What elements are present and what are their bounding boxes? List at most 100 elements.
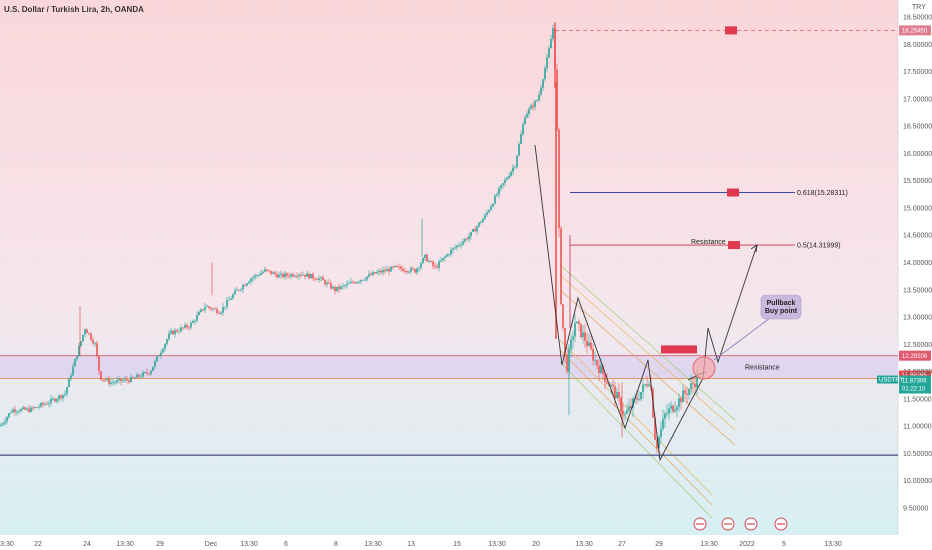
candle-body	[232, 294, 234, 299]
candle-body	[648, 384, 650, 386]
candle-body	[156, 356, 158, 361]
candle-body	[88, 333, 90, 334]
candle-body	[654, 417, 656, 440]
candle-body	[166, 339, 168, 344]
candle-body	[260, 273, 262, 276]
zone-fill	[0, 355, 898, 379]
candle-body	[22, 407, 24, 409]
candle-body	[390, 266, 392, 272]
candle-body	[186, 325, 188, 328]
candle-body	[398, 266, 400, 268]
countdown-text: 01:22:10	[902, 387, 926, 393]
candle-body	[458, 245, 460, 247]
candle-body	[518, 143, 520, 156]
candle-body	[6, 417, 8, 422]
candle-body	[532, 105, 534, 108]
time-tick-label: 13	[407, 541, 415, 548]
candle-body	[128, 380, 130, 383]
channel-line	[559, 289, 736, 446]
time-axis-labels: 13:30 22 24 13:30 29 Dec 13:30 6 8 13:30 13 15 13:30…	[0, 541, 842, 548]
candle-body	[658, 436, 660, 449]
candle-body	[16, 411, 18, 413]
candle-body	[428, 261, 430, 262]
candle-body	[384, 269, 386, 272]
candle-body	[60, 395, 62, 399]
candle-body	[630, 406, 632, 408]
candle-body	[582, 332, 584, 338]
candle-body	[38, 406, 40, 408]
candle-body	[344, 285, 346, 287]
candle-body	[262, 271, 264, 274]
candle-body	[326, 282, 328, 285]
candle-body	[586, 340, 588, 347]
price-tick-label: 11.00000	[903, 424, 932, 431]
current-price-text: 11.87306	[902, 379, 927, 385]
candle-body	[332, 286, 334, 289]
candle-body	[524, 117, 526, 125]
candle-body	[396, 265, 398, 267]
candle-body	[82, 334, 84, 342]
candle-body	[162, 349, 164, 353]
trend-channels	[559, 264, 736, 519]
candle-body	[484, 214, 486, 219]
candle-body	[154, 360, 156, 367]
candle-body	[40, 403, 42, 407]
zone-marker-box	[661, 345, 697, 354]
level-high-tag-text: 18.25450	[902, 29, 928, 35]
candle-body	[594, 360, 596, 361]
candle-body	[394, 265, 396, 268]
candle-body	[440, 260, 442, 262]
price-tick-label: 18.00000	[903, 42, 932, 49]
candle-body	[374, 272, 376, 274]
candle-body	[488, 210, 490, 213]
candle-body	[678, 398, 680, 407]
candle-body	[218, 312, 220, 314]
fib-50-label: 0.5(14.31999)	[797, 243, 841, 250]
candle-body	[578, 321, 580, 324]
candle-body	[322, 277, 324, 281]
time-tick-label: 13:30	[575, 541, 593, 548]
time-tick-label: 29	[655, 541, 663, 548]
candle-body	[508, 176, 510, 179]
projection-path	[534, 144, 758, 462]
candle-body	[206, 306, 208, 308]
candle-body	[200, 309, 202, 312]
channel-line	[559, 274, 736, 431]
candle-body	[10, 412, 12, 414]
candle-body	[256, 275, 258, 277]
time-tick-label: Dec	[205, 541, 218, 548]
candle-body	[668, 408, 670, 414]
time-tick-label: 13:30	[824, 541, 842, 548]
channel-line	[559, 339, 713, 496]
candle-body	[542, 79, 544, 88]
candle-body	[476, 226, 478, 232]
time-tick-label: 13:30	[116, 541, 134, 548]
candle-body	[682, 390, 684, 403]
candle-body	[80, 341, 82, 346]
candle-body	[284, 273, 286, 278]
candle-body	[442, 257, 444, 261]
candle-body	[492, 203, 494, 207]
candle-body	[422, 257, 424, 264]
candle-body	[20, 408, 22, 412]
candle-body	[454, 247, 456, 249]
candle-body	[272, 272, 274, 274]
candle-body	[472, 229, 474, 232]
buy-point-circle	[692, 356, 716, 380]
candle-body	[30, 407, 32, 412]
candle-body	[222, 306, 224, 313]
resistance-zone: Resistance	[0, 355, 898, 379]
level-high-marker	[725, 26, 737, 35]
candle-body	[530, 105, 532, 110]
candle-body	[346, 283, 348, 286]
candle-body	[464, 238, 466, 242]
price-tick-label: 18.50000	[903, 15, 932, 22]
candle-body	[538, 94, 540, 101]
candle-body	[360, 279, 362, 282]
candle-body	[490, 206, 492, 211]
candle-body	[14, 409, 16, 413]
price-tick-label: 16.00000	[903, 151, 932, 158]
candle-body	[330, 283, 332, 289]
candle-body	[510, 171, 512, 177]
